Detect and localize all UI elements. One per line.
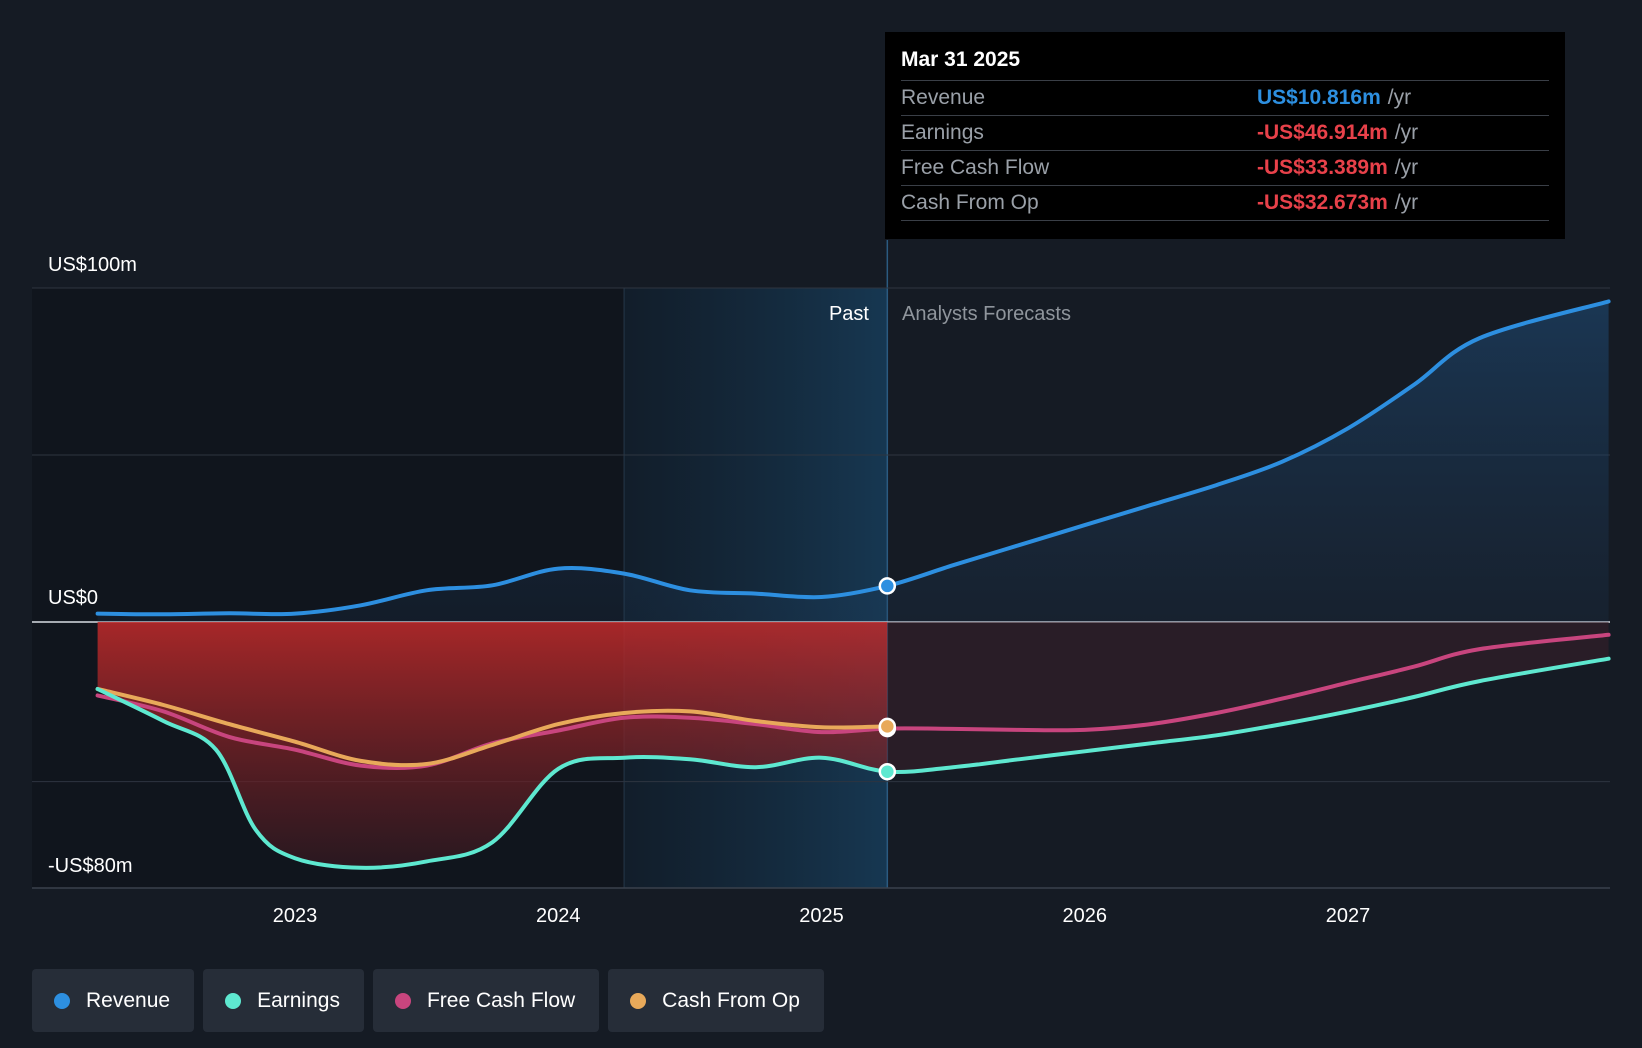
x-tick-label: 2023 bbox=[273, 905, 318, 927]
legend-label: Earnings bbox=[257, 988, 340, 1012]
legend-dot-icon bbox=[225, 992, 242, 1009]
tooltip-value: -US$46.914m bbox=[1257, 121, 1388, 144]
legend-item-free-cash-flow[interactable]: Free Cash Flow bbox=[372, 969, 600, 1032]
tooltip-unit: /yr bbox=[1394, 121, 1419, 144]
tooltip-label: Revenue bbox=[901, 86, 986, 109]
tooltip-date: Mar 31 2025 bbox=[901, 46, 1549, 81]
forecast-label: Analysts Forecasts bbox=[902, 303, 1071, 325]
y-label-top: US$100m bbox=[48, 254, 137, 276]
tooltip-row-cash-from-op: Cash From Op -US$32.673m /yr bbox=[901, 186, 1549, 221]
revenue-area bbox=[97, 301, 1609, 622]
y-label-bottom: -US$80m bbox=[48, 855, 132, 877]
tooltip-value: -US$32.673m bbox=[1257, 191, 1388, 214]
y-label-zero: US$0 bbox=[48, 587, 98, 609]
tooltip-value: -US$33.389m bbox=[1257, 156, 1388, 179]
series-line-revenue bbox=[95, 299, 1611, 617]
legend-item-cash-from-op[interactable]: Cash From Op bbox=[608, 969, 824, 1032]
tooltip: Mar 31 2025 Revenue US$10.816m /yr Earni… bbox=[885, 32, 1565, 239]
marker-cash-from-op bbox=[878, 717, 897, 736]
tooltip-label: Free Cash Flow bbox=[901, 156, 1050, 179]
legend-dot-icon bbox=[54, 992, 70, 1009]
tooltip-row-free-cash-flow: Free Cash Flow -US$33.389m /yr bbox=[901, 151, 1549, 186]
series-line-free-cash-flow bbox=[95, 632, 1611, 771]
series-line-earnings bbox=[95, 656, 1611, 870]
tooltip-label: Cash From Op bbox=[901, 191, 1039, 214]
legend-item-revenue[interactable]: Revenue bbox=[32, 969, 195, 1032]
legend-dot-icon bbox=[630, 992, 647, 1009]
past-label: Past bbox=[829, 303, 869, 325]
tooltip-unit: /yr bbox=[1394, 191, 1419, 214]
tooltip-row-revenue: Revenue US$10.816m /yr bbox=[901, 81, 1549, 116]
legend: Revenue Earnings Free Cash Flow Cash Fro… bbox=[32, 969, 824, 1032]
marker-earnings bbox=[878, 762, 897, 781]
x-tick-label: 2027 bbox=[1326, 905, 1371, 927]
tooltip-label: Earnings bbox=[901, 121, 984, 144]
legend-dot-icon bbox=[394, 992, 411, 1009]
x-tick-label: 2025 bbox=[799, 905, 844, 927]
x-tick-label: 2026 bbox=[1063, 905, 1108, 927]
tooltip-unit: /yr bbox=[1387, 86, 1412, 109]
tooltip-value: US$10.816m bbox=[1257, 86, 1381, 109]
legend-label: Cash From Op bbox=[662, 988, 800, 1012]
legend-label: Revenue bbox=[86, 988, 171, 1012]
tooltip-row-earnings: Earnings -US$46.914m /yr bbox=[901, 116, 1549, 151]
forecast-negative-area bbox=[887, 622, 1609, 772]
legend-label: Free Cash Flow bbox=[426, 988, 576, 1012]
legend-item-earnings[interactable]: Earnings bbox=[203, 969, 364, 1032]
series-line-cash-from-op bbox=[95, 687, 890, 768]
tooltip-unit: /yr bbox=[1394, 156, 1419, 179]
marker-revenue bbox=[878, 577, 897, 595]
x-tick-label: 2024 bbox=[536, 905, 581, 927]
